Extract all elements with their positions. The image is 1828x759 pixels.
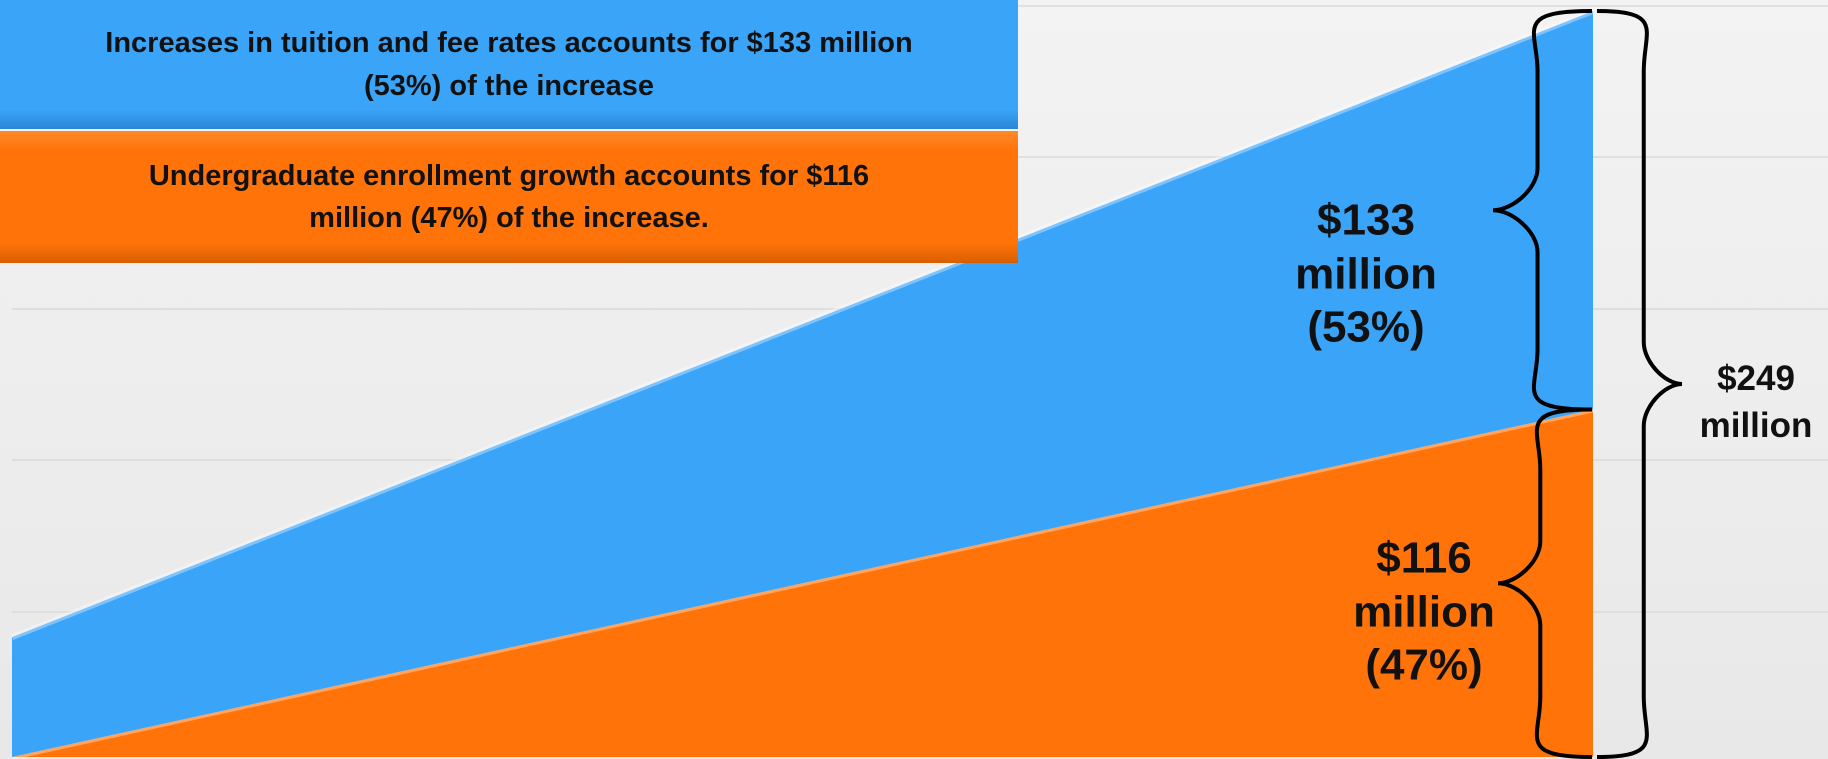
legend-label: Undergraduate enrollment growth accounts… <box>148 159 870 234</box>
brace <box>1492 8 1593 412</box>
area <box>12 10 1593 758</box>
value-label: $116 million (47%) <box>1353 533 1495 690</box>
area-edge <box>10 8 1595 640</box>
brace <box>1497 407 1593 759</box>
total-label: $249 million <box>1699 358 1813 445</box>
value-label: $133 million (53%) <box>1295 195 1437 352</box>
legend-item: Undergraduate enrollment growth accounts… <box>0 131 1018 263</box>
legend-item: Increases in tuition and fee rates accou… <box>0 0 1018 129</box>
legend-label: Increases in tuition and fee rates accou… <box>105 27 913 102</box>
brace <box>1596 8 1683 759</box>
